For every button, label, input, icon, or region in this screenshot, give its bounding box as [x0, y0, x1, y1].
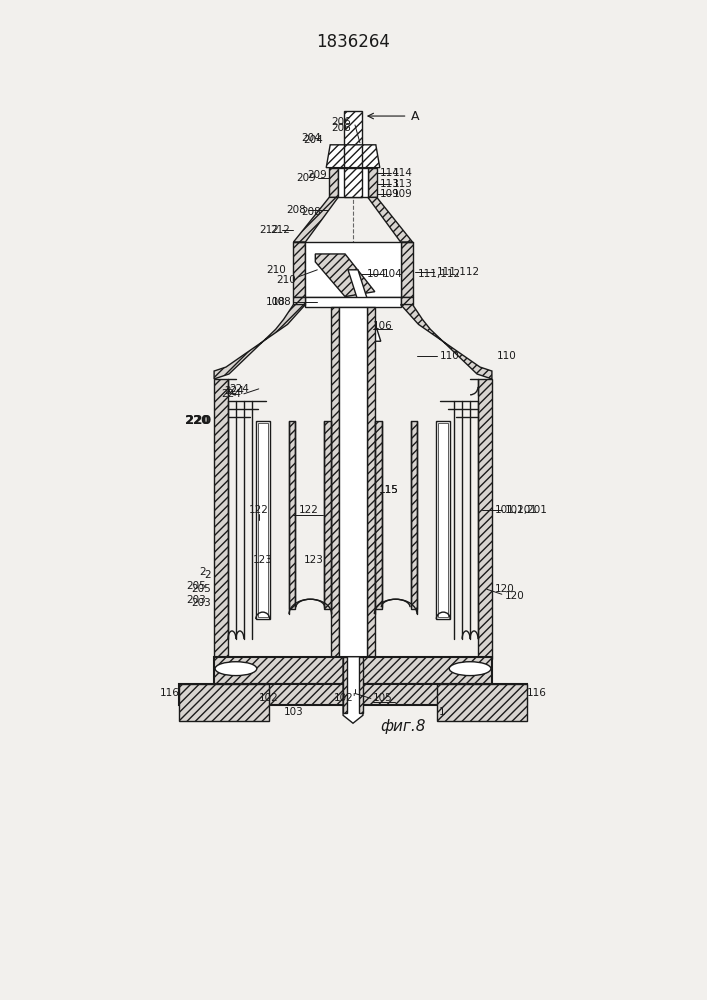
- Text: 206: 206: [332, 117, 351, 127]
- Text: 1836264: 1836264: [316, 33, 390, 51]
- Text: 2: 2: [204, 570, 211, 580]
- Text: 109: 109: [380, 189, 399, 199]
- Polygon shape: [331, 307, 339, 659]
- Ellipse shape: [449, 662, 491, 676]
- Text: 106: 106: [373, 321, 392, 331]
- Polygon shape: [436, 421, 450, 619]
- Text: фиг.8: фиг.8: [380, 719, 426, 734]
- Text: 224: 224: [221, 389, 241, 399]
- Polygon shape: [305, 297, 401, 307]
- Text: 220: 220: [185, 414, 209, 427]
- Polygon shape: [339, 307, 367, 659]
- Text: 224: 224: [229, 384, 249, 394]
- Text: 212: 212: [259, 225, 279, 235]
- Polygon shape: [343, 657, 347, 713]
- Polygon shape: [338, 168, 368, 197]
- Polygon shape: [401, 242, 412, 297]
- Text: 109: 109: [392, 189, 412, 199]
- Polygon shape: [258, 423, 268, 617]
- Polygon shape: [438, 423, 448, 617]
- Text: 2: 2: [199, 567, 206, 577]
- Polygon shape: [438, 684, 527, 721]
- Polygon shape: [214, 379, 228, 659]
- Text: 115: 115: [379, 485, 399, 495]
- Polygon shape: [305, 242, 401, 297]
- Text: 206: 206: [332, 123, 351, 133]
- Text: 101,201: 101,201: [495, 505, 538, 515]
- Polygon shape: [348, 270, 381, 341]
- Polygon shape: [478, 379, 492, 659]
- Polygon shape: [359, 657, 363, 713]
- Text: 120: 120: [495, 584, 515, 594]
- Text: 113: 113: [380, 179, 399, 189]
- Polygon shape: [375, 421, 382, 609]
- Polygon shape: [325, 421, 331, 609]
- Text: 103: 103: [284, 707, 303, 717]
- Polygon shape: [326, 145, 380, 168]
- Text: 108: 108: [271, 297, 291, 307]
- Text: 122: 122: [298, 505, 318, 515]
- Polygon shape: [401, 297, 412, 305]
- Text: 114: 114: [392, 168, 413, 178]
- Text: 108: 108: [266, 297, 286, 307]
- Polygon shape: [344, 111, 362, 150]
- Text: 208: 208: [286, 205, 306, 215]
- Text: 208: 208: [301, 207, 321, 217]
- Text: 212: 212: [271, 225, 291, 235]
- Polygon shape: [368, 197, 412, 242]
- Polygon shape: [315, 254, 375, 297]
- Text: 102: 102: [259, 693, 279, 703]
- Text: 205: 205: [192, 584, 211, 594]
- Text: 114: 114: [380, 168, 399, 178]
- Polygon shape: [214, 305, 305, 379]
- Polygon shape: [180, 684, 527, 705]
- Text: A: A: [411, 110, 419, 123]
- Polygon shape: [214, 657, 492, 684]
- Text: 104: 104: [367, 269, 387, 279]
- Text: 111,112: 111,112: [436, 267, 479, 277]
- Text: 210: 210: [266, 265, 286, 275]
- Text: 210: 210: [276, 275, 296, 285]
- Polygon shape: [411, 421, 418, 609]
- Polygon shape: [293, 197, 338, 242]
- Text: 110: 110: [497, 351, 517, 361]
- Text: 209: 209: [296, 173, 316, 183]
- Polygon shape: [180, 684, 269, 721]
- Polygon shape: [329, 168, 338, 197]
- Text: 102': 102': [334, 693, 356, 703]
- Text: 220: 220: [185, 414, 211, 427]
- Text: 205: 205: [187, 581, 206, 591]
- Text: 204: 204: [301, 133, 321, 143]
- Text: 203: 203: [187, 595, 206, 605]
- Text: 115: 115: [379, 485, 399, 495]
- Text: 122: 122: [249, 505, 269, 515]
- Text: 111,112: 111,112: [418, 269, 461, 279]
- Text: 224: 224: [224, 386, 244, 396]
- Polygon shape: [368, 168, 377, 197]
- Text: 110: 110: [439, 351, 459, 361]
- Text: 120: 120: [505, 591, 525, 601]
- Text: 209: 209: [308, 170, 327, 180]
- Polygon shape: [293, 242, 305, 297]
- Text: 123: 123: [253, 555, 273, 565]
- Text: 204: 204: [303, 135, 323, 145]
- Text: 116: 116: [527, 688, 547, 698]
- Polygon shape: [288, 421, 296, 609]
- Text: 1: 1: [439, 707, 445, 717]
- Polygon shape: [293, 297, 305, 305]
- Text: 105: 105: [373, 693, 392, 703]
- Text: 203: 203: [192, 598, 211, 608]
- Ellipse shape: [215, 662, 257, 676]
- Polygon shape: [343, 657, 363, 723]
- Text: 104: 104: [382, 269, 402, 279]
- Text: 116: 116: [160, 688, 180, 698]
- Polygon shape: [256, 421, 269, 619]
- Text: 123: 123: [303, 555, 323, 565]
- Polygon shape: [344, 168, 362, 197]
- Text: 113: 113: [392, 179, 413, 189]
- Polygon shape: [401, 305, 492, 379]
- Text: 101,201: 101,201: [505, 505, 548, 515]
- Polygon shape: [367, 307, 375, 659]
